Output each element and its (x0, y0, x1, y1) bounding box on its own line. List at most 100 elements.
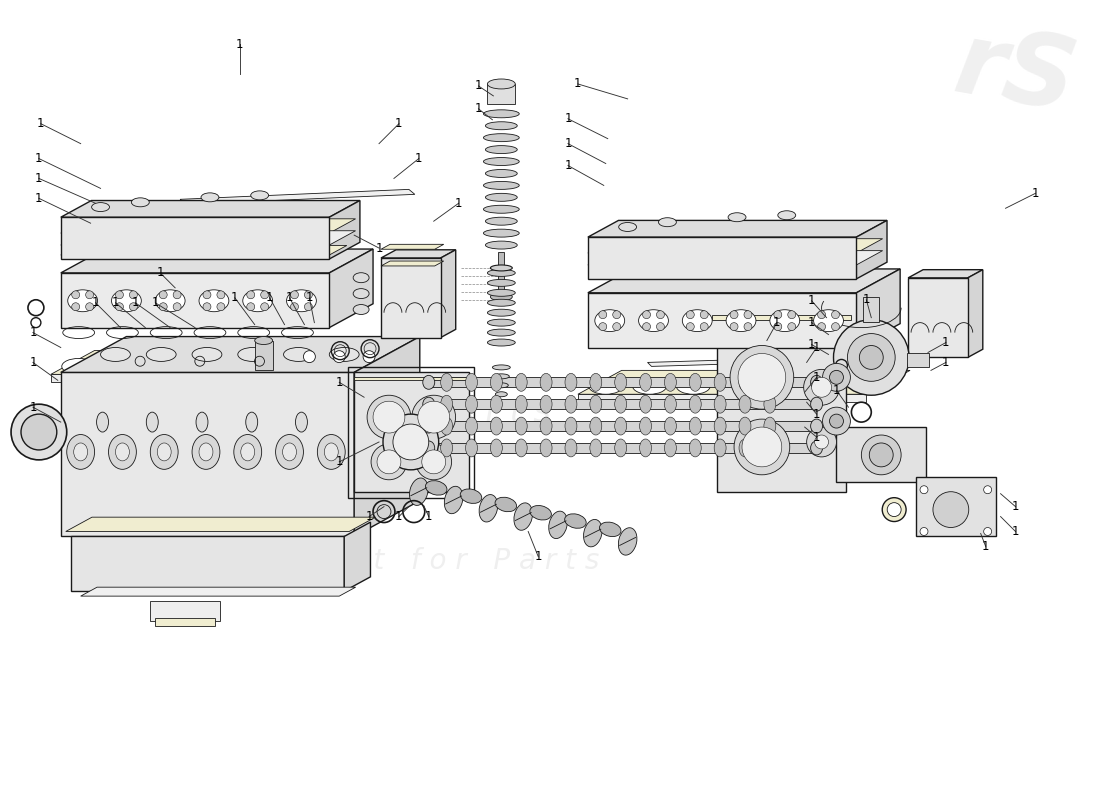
Ellipse shape (199, 443, 213, 461)
Circle shape (204, 302, 211, 310)
Circle shape (686, 322, 694, 330)
Ellipse shape (615, 417, 627, 435)
Text: e t o n f o r P a r t s: e t o n f o r P a r t s (228, 396, 550, 429)
Circle shape (788, 310, 795, 318)
Ellipse shape (495, 498, 517, 512)
Ellipse shape (583, 519, 602, 547)
Ellipse shape (324, 443, 338, 461)
Ellipse shape (514, 503, 532, 530)
Ellipse shape (639, 417, 651, 435)
Ellipse shape (664, 374, 676, 391)
Ellipse shape (770, 310, 800, 331)
Ellipse shape (485, 218, 517, 225)
Circle shape (832, 322, 839, 330)
Circle shape (730, 346, 794, 409)
Polygon shape (381, 261, 443, 266)
Ellipse shape (284, 347, 314, 362)
Polygon shape (717, 322, 846, 492)
Ellipse shape (441, 417, 452, 435)
Text: a   P a r t   f o r   P a r t s: a P a r t f o r P a r t s (258, 547, 600, 575)
Text: 1: 1 (35, 152, 43, 165)
Polygon shape (354, 372, 469, 492)
Circle shape (888, 502, 901, 517)
Ellipse shape (485, 122, 517, 130)
Ellipse shape (192, 358, 227, 374)
Ellipse shape (422, 398, 435, 411)
Text: 1: 1 (1032, 187, 1040, 200)
Ellipse shape (487, 310, 515, 316)
Circle shape (812, 378, 832, 398)
Circle shape (246, 291, 255, 298)
Polygon shape (909, 278, 968, 358)
Circle shape (305, 291, 312, 298)
Circle shape (173, 291, 182, 298)
Polygon shape (857, 221, 887, 279)
Ellipse shape (483, 229, 519, 237)
Polygon shape (587, 238, 882, 253)
Text: 1: 1 (37, 118, 45, 130)
Ellipse shape (494, 383, 508, 388)
Circle shape (832, 310, 839, 318)
Ellipse shape (483, 182, 519, 190)
Text: 1: 1 (982, 540, 989, 553)
Ellipse shape (155, 290, 185, 312)
Text: 1: 1 (336, 376, 343, 389)
Circle shape (861, 435, 901, 474)
Text: 1: 1 (375, 242, 383, 254)
Circle shape (834, 320, 909, 395)
Ellipse shape (739, 439, 751, 457)
Ellipse shape (487, 299, 515, 306)
Polygon shape (60, 218, 329, 259)
Polygon shape (587, 221, 887, 237)
Text: 1: 1 (862, 294, 870, 306)
Bar (429, 378, 816, 387)
Ellipse shape (487, 270, 515, 276)
Ellipse shape (422, 375, 435, 390)
Text: 1: 1 (807, 316, 815, 329)
Text: 1: 1 (152, 296, 160, 310)
Ellipse shape (192, 434, 220, 470)
Ellipse shape (485, 241, 517, 249)
Text: 1: 1 (30, 356, 36, 369)
Circle shape (804, 370, 839, 405)
Circle shape (204, 291, 211, 298)
Ellipse shape (763, 395, 776, 413)
Circle shape (613, 310, 620, 318)
Circle shape (246, 302, 255, 310)
Ellipse shape (491, 439, 503, 457)
Circle shape (773, 322, 782, 330)
Text: 1: 1 (813, 371, 821, 384)
Circle shape (363, 350, 375, 362)
Polygon shape (354, 337, 420, 537)
Circle shape (657, 322, 664, 330)
Circle shape (21, 414, 57, 450)
Polygon shape (329, 249, 373, 328)
Text: 1: 1 (475, 102, 482, 115)
Ellipse shape (74, 443, 88, 461)
Bar (487, 84, 515, 104)
Ellipse shape (714, 439, 726, 457)
Circle shape (290, 291, 298, 298)
Ellipse shape (465, 374, 477, 391)
Bar (908, 354, 930, 367)
Text: 1: 1 (833, 384, 840, 397)
Ellipse shape (493, 365, 510, 370)
Ellipse shape (146, 347, 176, 362)
Ellipse shape (565, 395, 576, 413)
Ellipse shape (485, 146, 517, 154)
Text: 1: 1 (286, 291, 294, 304)
Bar (864, 297, 879, 322)
Text: 1: 1 (112, 296, 119, 310)
Circle shape (773, 310, 782, 318)
Circle shape (333, 350, 345, 362)
Circle shape (882, 498, 906, 522)
Ellipse shape (485, 170, 517, 178)
Ellipse shape (422, 441, 435, 455)
Ellipse shape (116, 443, 130, 461)
Ellipse shape (664, 439, 676, 457)
Circle shape (373, 402, 405, 433)
Text: 1: 1 (395, 510, 403, 523)
Circle shape (290, 302, 298, 310)
Ellipse shape (241, 443, 255, 461)
Text: 1: 1 (365, 510, 373, 523)
